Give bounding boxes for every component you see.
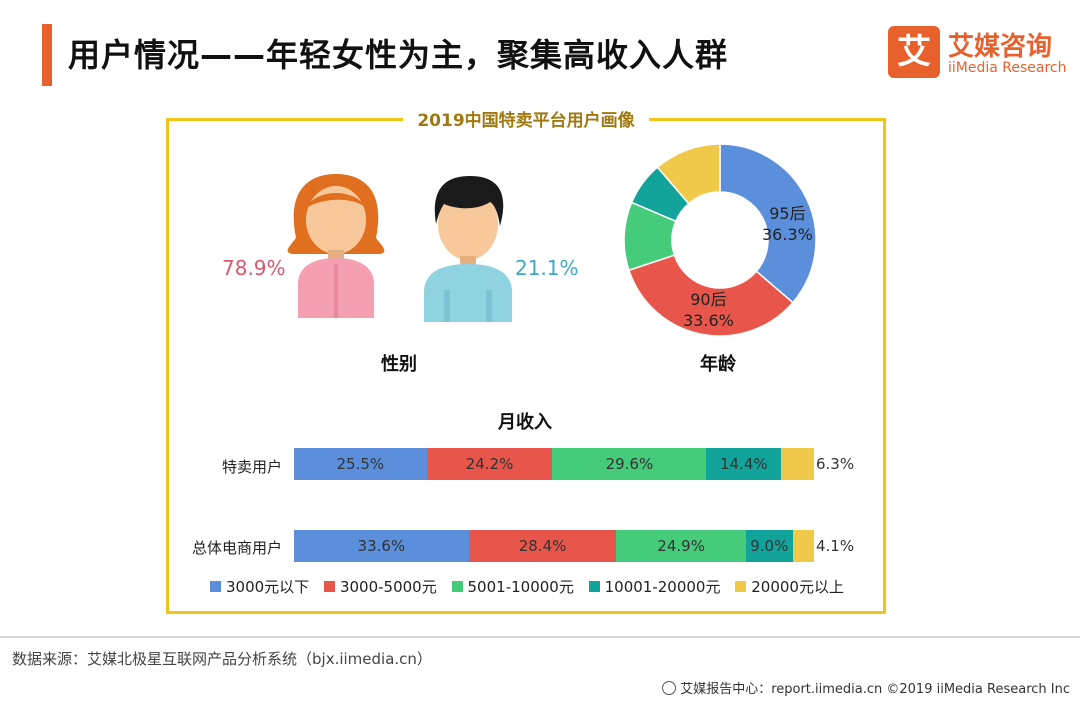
bar-data-label: 24.2% bbox=[465, 455, 514, 473]
age-donut-chart bbox=[623, 143, 817, 337]
chart-title-wrap: 2019中国特卖平台用户画像 bbox=[0, 106, 1052, 131]
row-label-all-users: 总体电商用户 bbox=[191, 539, 282, 557]
income-title: 月收入 bbox=[498, 412, 552, 433]
title-accent-bar bbox=[42, 24, 52, 86]
female-percent: 78.9% bbox=[222, 256, 286, 280]
legend-swatch bbox=[323, 581, 335, 592]
bar-data-label: 29.6% bbox=[605, 455, 654, 473]
male-hair bbox=[434, 176, 504, 226]
legend-label: 5001-10000元 bbox=[467, 578, 574, 596]
bar-segment bbox=[781, 448, 814, 480]
bar-data-label: 24.9% bbox=[657, 537, 705, 555]
bar-segment bbox=[426, 448, 553, 480]
bar-segment bbox=[294, 448, 427, 480]
brand-logo: 艾 艾媒咨询 iiMedia Research bbox=[888, 24, 1068, 84]
data-source: 数据来源：艾媒北极星互联网产品分析系统（bjx.iimedia.cn） bbox=[12, 650, 432, 668]
female-body-fold bbox=[334, 264, 338, 318]
logo-name-cn: 艾媒咨询 bbox=[948, 32, 1053, 62]
legend-item-4: 10001-20000元 bbox=[588, 576, 721, 597]
bar-data-label: 6.3% bbox=[816, 455, 855, 473]
donut-label-90-name: 90后 bbox=[690, 290, 727, 309]
donut-label-95: 95后 36.3% bbox=[762, 203, 813, 245]
footer-credit: 艾媒报告中心：report.iimedia.cn ©2019 iiMedia R… bbox=[662, 678, 1070, 697]
male-body bbox=[424, 264, 512, 322]
legend-swatch bbox=[588, 581, 600, 592]
male-arm-right bbox=[486, 290, 492, 322]
bar-segment bbox=[294, 530, 469, 562]
bar-data-label: 33.6% bbox=[357, 537, 406, 555]
bar-data-label: 14.4% bbox=[719, 455, 768, 473]
logo-name-en: iiMedia Research bbox=[948, 60, 1067, 76]
donut-label-95-name: 95后 bbox=[769, 204, 806, 223]
globe-icon bbox=[662, 681, 677, 695]
legend-item-2: 3000-5000元 bbox=[323, 576, 437, 597]
legend-swatch bbox=[735, 581, 747, 592]
female-face bbox=[306, 186, 366, 254]
page-title: 用户情况——年轻女性为主，聚集高收入人群 bbox=[68, 36, 729, 74]
legend-label: 10001-20000元 bbox=[604, 578, 721, 596]
row-label-sale-users: 特卖用户 bbox=[221, 458, 282, 476]
income-legend: 3000元以下 3000-5000元 5001-10000元 10001-200… bbox=[210, 576, 854, 597]
bar-segment bbox=[792, 530, 814, 562]
legend-swatch bbox=[210, 581, 221, 592]
bar-data-label: 9.0% bbox=[750, 537, 789, 555]
donut-slice-1 bbox=[719, 143, 817, 304]
legend-label: 3000-5000元 bbox=[339, 578, 437, 596]
logo-glyph: 艾 bbox=[888, 26, 940, 78]
legend-item-5: 20000元以上 bbox=[735, 576, 844, 597]
bar-segment bbox=[706, 448, 782, 480]
female-fringe bbox=[306, 193, 366, 208]
bar-data-label: 28.4% bbox=[518, 537, 567, 555]
donut-slice-2 bbox=[627, 254, 794, 337]
male-arm-left bbox=[444, 290, 450, 322]
legend-label: 20000元以上 bbox=[751, 578, 844, 596]
donut-label-90: 90后 33.6% bbox=[683, 289, 734, 331]
bar-segment bbox=[616, 530, 746, 562]
donut-slice-5 bbox=[656, 143, 721, 205]
chart-title: 2019中国特卖平台用户画像 bbox=[403, 111, 649, 131]
male-user-icon bbox=[424, 176, 512, 322]
legend-label: 3000元以下 bbox=[226, 578, 310, 596]
age-label: 年龄 bbox=[700, 354, 736, 375]
male-percent: 21.1% bbox=[515, 256, 579, 280]
legend-item-1: 3000元以下 bbox=[210, 576, 309, 597]
donut-label-90-value: 33.6% bbox=[683, 311, 734, 330]
gender-label: 性别 bbox=[381, 354, 417, 375]
legend-item-3: 5001-10000元 bbox=[451, 576, 574, 597]
bar-data-label: 25.5% bbox=[336, 455, 385, 473]
bar-segment bbox=[745, 530, 793, 562]
bar-segment bbox=[468, 530, 617, 562]
footer-credit-text: 艾媒报告中心：report.iimedia.cn ©2019 iiMedia R… bbox=[680, 682, 1070, 697]
donut-label-95-value: 36.3% bbox=[762, 225, 813, 244]
female-user-icon bbox=[287, 174, 385, 318]
footer-divider bbox=[0, 636, 1080, 638]
bar-data-label: 4.1% bbox=[816, 537, 855, 555]
legend-swatch bbox=[451, 581, 463, 592]
bar-segment bbox=[552, 448, 707, 480]
